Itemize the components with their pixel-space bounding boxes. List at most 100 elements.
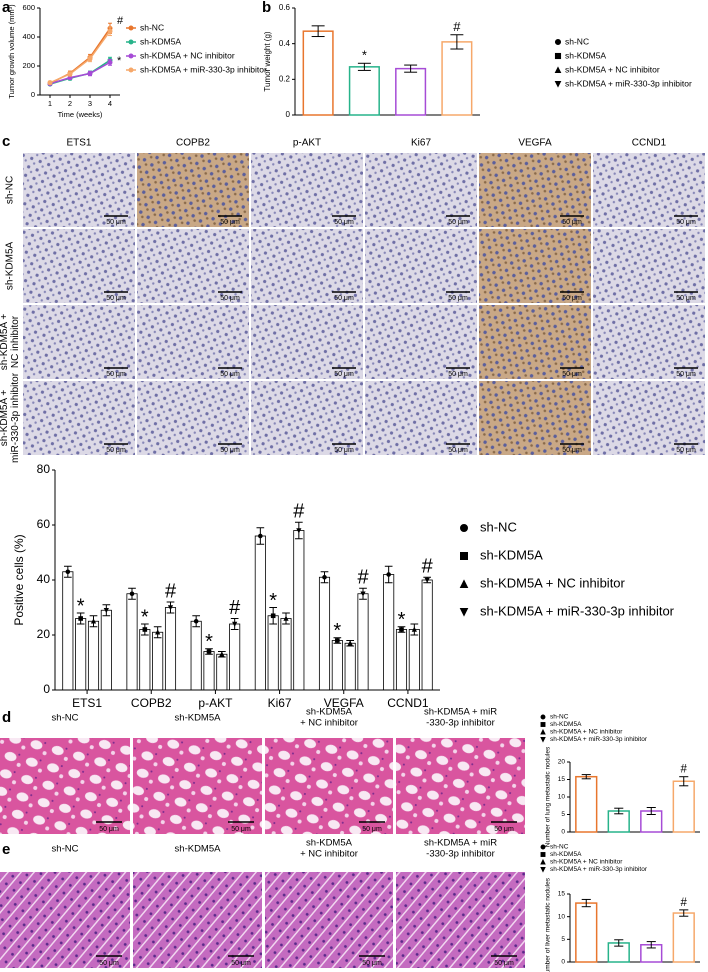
- legend-label: sh-KDM5A: [550, 721, 582, 728]
- scale-bar-label: 50 μm: [562, 371, 582, 378]
- legend-swatch: [128, 53, 134, 59]
- data-point: [87, 71, 93, 77]
- bar: [672, 780, 695, 833]
- scale-bar-label: 50 μm: [220, 447, 240, 454]
- x-tick-label: p-AKT: [198, 696, 233, 710]
- bar: [302, 30, 334, 116]
- y-tick-label: 0.6: [279, 3, 291, 12]
- data-point: [87, 56, 93, 62]
- micrograph: [23, 153, 135, 227]
- scale-bar-label: 50 μm: [562, 447, 582, 454]
- y-tick-label: 60: [37, 517, 51, 531]
- micrograph: [23, 229, 135, 303]
- legend-marker: [540, 714, 546, 720]
- micrograph: [479, 305, 591, 379]
- row-label: sh-KDM5A: [5, 242, 16, 291]
- legend-marker: [459, 579, 469, 588]
- micrograph: [396, 872, 525, 968]
- y-axis-label: Positive cells (%): [12, 534, 26, 625]
- legend-label: sh-NC: [565, 36, 589, 46]
- scale-bar-label: 50 μm: [362, 960, 382, 967]
- x-axis-label: Time (weeks): [58, 110, 103, 119]
- scale-bar-label: 50 μm: [494, 960, 514, 967]
- panel-label: e: [2, 841, 10, 858]
- micrograph: [133, 738, 262, 834]
- legend-marker: [540, 722, 546, 727]
- micrograph: [365, 381, 477, 455]
- y-tick-label: 0: [286, 110, 291, 119]
- annotation: #: [293, 501, 305, 523]
- scale-bar-label: 50 μm: [334, 219, 354, 226]
- annotation: #: [357, 567, 369, 589]
- panel-label: b: [262, 0, 271, 16]
- x-tick-label: COPB2: [131, 696, 172, 710]
- data-marker: [347, 640, 353, 646]
- y-tick-label: 80: [37, 462, 51, 476]
- bar: [139, 629, 151, 691]
- micrograph: [365, 305, 477, 379]
- scale-bar-label: 50 μm: [494, 826, 514, 833]
- y-tick-label: 600: [22, 3, 35, 12]
- panel-label: a: [2, 0, 11, 16]
- data-marker: [167, 605, 174, 611]
- micrograph: [23, 381, 135, 455]
- legend-marker: [540, 737, 546, 743]
- column-header: -330-3p inhibitor: [426, 718, 495, 729]
- scale-bar-label: 50 μm: [448, 447, 468, 454]
- bar: [344, 642, 356, 691]
- bar: [87, 620, 100, 691]
- y-tick-label: 20: [37, 627, 51, 641]
- y-tick-label: 5: [561, 811, 565, 818]
- micrograph: [23, 305, 135, 379]
- data-marker: [360, 591, 366, 597]
- micrograph: [133, 872, 262, 968]
- micrograph: [593, 381, 705, 455]
- micrograph: [137, 381, 249, 455]
- data-marker: [335, 638, 340, 643]
- bar: [383, 574, 395, 691]
- column-header: sh-KDM5A + miR: [424, 838, 497, 849]
- data-marker: [206, 649, 212, 654]
- y-axis-label: Tumor weight (g): [263, 31, 272, 92]
- annotation: #: [229, 597, 241, 619]
- data-marker: [411, 626, 417, 632]
- micrograph: [137, 305, 249, 379]
- annotation: *: [141, 606, 149, 628]
- scale-bar-label: 50 μm: [106, 371, 126, 378]
- data-marker: [399, 627, 404, 632]
- annotation: #: [681, 897, 688, 909]
- y-tick-label: 15: [558, 776, 566, 783]
- bar: [75, 618, 87, 691]
- data-marker: [296, 528, 302, 534]
- scale-bar-label: 50 μm: [220, 371, 240, 378]
- annotation: #: [165, 580, 177, 602]
- legend-label: sh-KDM5A + miR-330-3p inhibitor: [550, 736, 648, 743]
- scale-bar-label: 50 μm: [231, 826, 251, 833]
- legend-label: sh-KDM5A + miR-330-3p inhibitor: [480, 603, 675, 618]
- x-tick-label: 3: [88, 99, 92, 108]
- legend-marker: [459, 608, 469, 617]
- x-tick-label: ETS1: [72, 696, 102, 710]
- legend-swatch: [128, 25, 134, 31]
- annotation: #: [681, 764, 688, 776]
- legend-label: sh-KDM5A + NC inhibitor: [550, 859, 623, 866]
- scale-bar-label: 50 μm: [334, 295, 354, 302]
- data-marker: [78, 616, 83, 621]
- y-axis-label: Number of lung metastatic nodules: [545, 746, 552, 847]
- annotation: *: [398, 609, 406, 631]
- data-marker: [193, 618, 199, 624]
- y-tick-label: 0: [43, 682, 50, 696]
- data-point: [107, 28, 113, 34]
- micrograph: [593, 305, 705, 379]
- scale-bar-label: 50 μm: [99, 960, 119, 967]
- y-tick-label: 0: [561, 829, 565, 836]
- bar: [318, 576, 331, 691]
- bar: [203, 651, 215, 691]
- micrograph: [251, 381, 363, 455]
- scale-bar-label: 50 μm: [562, 295, 582, 302]
- scale-bar-label: 50 μm: [106, 219, 126, 226]
- annotation: #: [422, 556, 434, 578]
- scale-bar-label: 50 μm: [448, 295, 468, 302]
- data-marker: [424, 577, 430, 583]
- data-point: [67, 71, 73, 77]
